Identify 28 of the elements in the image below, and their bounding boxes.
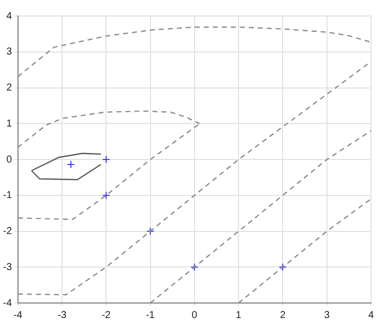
- point: [146, 227, 154, 236]
- y-tick-label: 3: [6, 46, 12, 58]
- x-tick-label: 1: [236, 310, 242, 321]
- y-tick-label: -4: [2, 298, 12, 309]
- x-tick-label: -3: [58, 310, 67, 321]
- point: [66, 160, 75, 169]
- point: [102, 191, 110, 200]
- y-tick-label: -2: [2, 226, 12, 237]
- y-tick-label: 0: [6, 154, 12, 166]
- line-series: [18, 60, 371, 296]
- x-tick-label: -4: [13, 310, 23, 321]
- point: [102, 156, 110, 164]
- x-tick-label: -1: [146, 310, 156, 321]
- x-tick-label: -2: [102, 310, 112, 321]
- x-tick-label: 2: [280, 310, 286, 321]
- y-tick-label: -3: [2, 262, 12, 273]
- x-tick-label: 3: [324, 310, 330, 321]
- y-tick-label: 1: [6, 118, 12, 130]
- line-series: [18, 26, 371, 78]
- x-tick-label: 0: [192, 310, 198, 321]
- y-tick-label: -1: [2, 190, 12, 202]
- point: [278, 263, 287, 272]
- y-tick-label: 4: [6, 10, 12, 22]
- line-series: [238, 198, 371, 303]
- line-series: [150, 130, 371, 303]
- y-tick-label: 2: [6, 82, 12, 94]
- x-tick-label: 4: [368, 310, 374, 321]
- point: [190, 263, 198, 272]
